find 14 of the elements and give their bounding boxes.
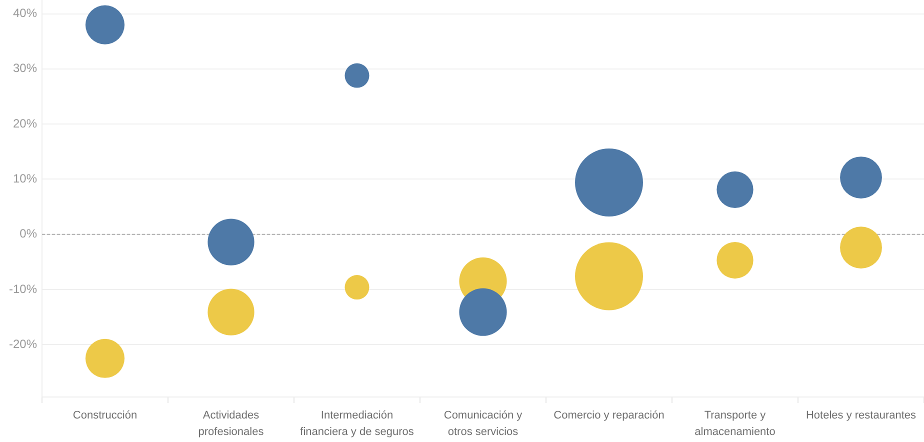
x-tick-label: Comercio y reparación (554, 409, 664, 422)
x-tick-label: Construcción (72, 409, 138, 422)
y-tick-label: 40% (12, 6, 38, 20)
y-tick-label: 10% (12, 172, 38, 186)
y-tick-label: -20% (8, 336, 38, 351)
y-tick-label: 20% (12, 116, 38, 130)
x-tick-label: Intermediación financiera y de seguros (300, 409, 414, 438)
x-tick-label: Actividades profesionales (198, 409, 264, 438)
y-tick-label: 30% (12, 61, 38, 76)
y-tick-label: 0% (20, 226, 38, 241)
y-tick-label: -10% (8, 282, 38, 296)
x-tick-label: Transporte y almacenamiento (694, 409, 776, 438)
x-tick-label: Comunicación y otros servicios (444, 409, 523, 438)
x-tick-label: Hoteles y restaurantes (806, 409, 917, 422)
